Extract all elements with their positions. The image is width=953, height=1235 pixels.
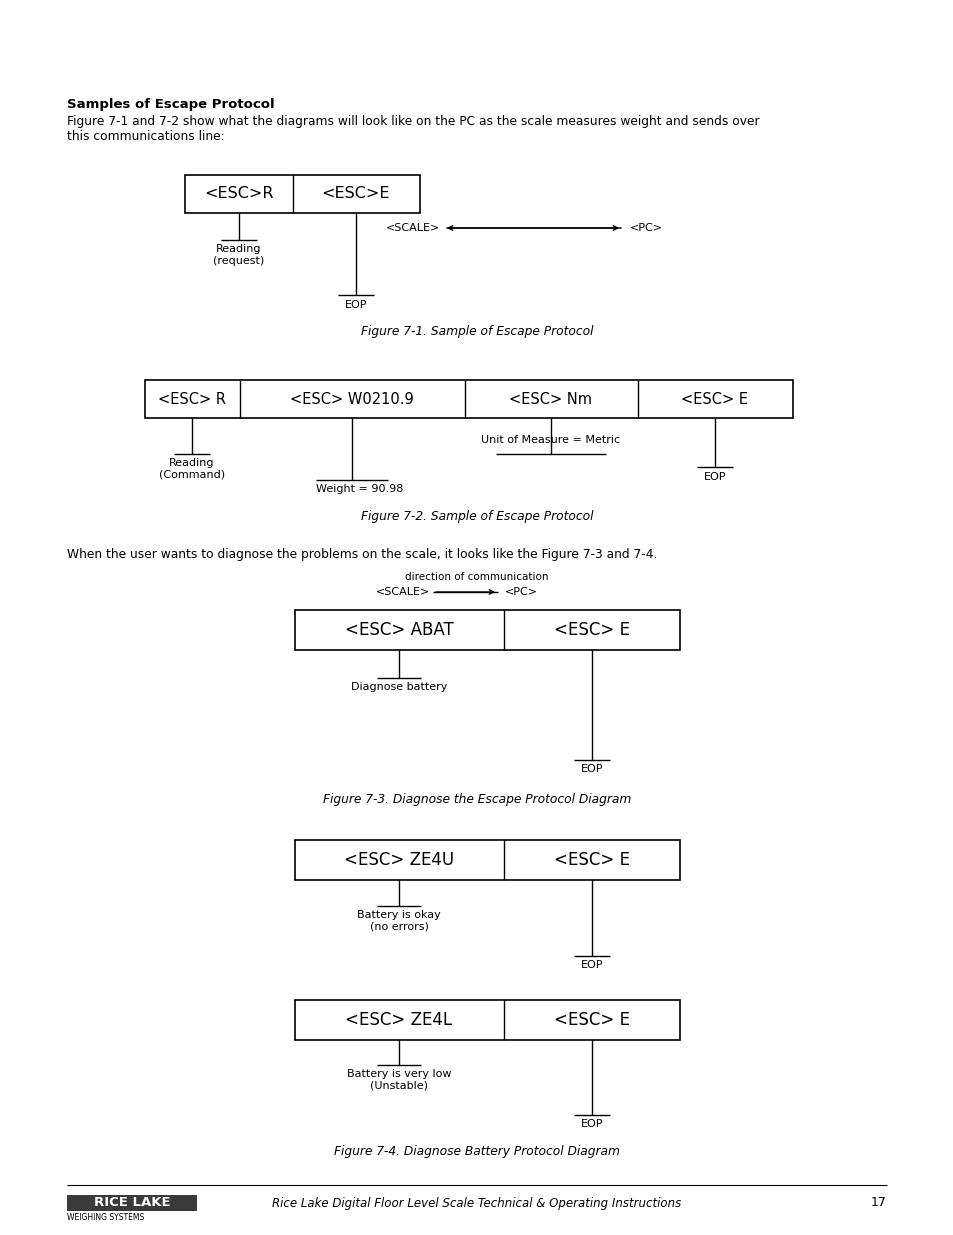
- Text: EOP: EOP: [344, 300, 367, 310]
- Text: WEIGHING SYSTEMS: WEIGHING SYSTEMS: [67, 1213, 144, 1221]
- Text: Figure 7-4. Diagnose Battery Protocol Diagram: Figure 7-4. Diagnose Battery Protocol Di…: [334, 1145, 619, 1158]
- Bar: [294, 840, 679, 881]
- Text: <SCALE>: <SCALE>: [385, 224, 439, 233]
- Bar: [294, 610, 679, 650]
- Bar: [185, 175, 419, 212]
- Text: EOP: EOP: [703, 472, 725, 482]
- Text: Battery is okay
(no errors): Battery is okay (no errors): [356, 910, 440, 931]
- Bar: [67, 1195, 196, 1212]
- Text: Reading
(Command): Reading (Command): [159, 458, 225, 479]
- Text: Figure 7-3. Diagnose the Escape Protocol Diagram: Figure 7-3. Diagnose the Escape Protocol…: [322, 793, 631, 806]
- Text: direction of communication: direction of communication: [405, 572, 548, 582]
- Text: <ESC> E: <ESC> E: [554, 1011, 629, 1029]
- Text: <ESC> E: <ESC> E: [680, 391, 748, 406]
- Text: <ESC> ZE4U: <ESC> ZE4U: [344, 851, 454, 869]
- Text: <SCALE>: <SCALE>: [375, 587, 430, 597]
- Text: Diagnose battery: Diagnose battery: [351, 682, 447, 692]
- Text: Battery is very low
(Unstable): Battery is very low (Unstable): [346, 1070, 451, 1091]
- Text: <ESC>R: <ESC>R: [204, 186, 274, 201]
- Text: <ESC> Nm: <ESC> Nm: [509, 391, 592, 406]
- Bar: [145, 380, 792, 417]
- Text: Weight = 90.98: Weight = 90.98: [315, 484, 403, 494]
- Text: <ESC>E: <ESC>E: [321, 186, 390, 201]
- Text: EOP: EOP: [580, 1119, 602, 1129]
- Text: Figure 7-1 and 7-2 show what the diagrams will look like on the PC as the scale : Figure 7-1 and 7-2 show what the diagram…: [67, 115, 759, 143]
- Text: <ESC> ABAT: <ESC> ABAT: [344, 621, 453, 638]
- Text: Figure 7-2. Sample of Escape Protocol: Figure 7-2. Sample of Escape Protocol: [360, 510, 593, 522]
- Text: <ESC> R: <ESC> R: [158, 391, 226, 406]
- Text: 17: 17: [870, 1197, 886, 1209]
- Text: <PC>: <PC>: [629, 224, 662, 233]
- Text: Figure 7-1. Sample of Escape Protocol: Figure 7-1. Sample of Escape Protocol: [360, 325, 593, 338]
- Text: EOP: EOP: [580, 960, 602, 969]
- Text: <ESC> ZE4L: <ESC> ZE4L: [345, 1011, 452, 1029]
- Text: <ESC> E: <ESC> E: [554, 851, 629, 869]
- Text: Rice Lake Digital Floor Level Scale Technical & Operating Instructions: Rice Lake Digital Floor Level Scale Tech…: [273, 1197, 680, 1209]
- Text: Unit of Measure = Metric: Unit of Measure = Metric: [481, 435, 619, 445]
- Text: EOP: EOP: [580, 764, 602, 774]
- Text: <PC>: <PC>: [504, 587, 537, 597]
- Text: <ESC> W0210.9: <ESC> W0210.9: [290, 391, 414, 406]
- Text: Samples of Escape Protocol: Samples of Escape Protocol: [67, 98, 274, 111]
- Bar: [294, 1000, 679, 1040]
- Text: RICE LAKE: RICE LAKE: [93, 1197, 171, 1209]
- Text: Reading
(request): Reading (request): [213, 245, 264, 266]
- Text: <ESC> E: <ESC> E: [554, 621, 629, 638]
- Text: When the user wants to diagnose the problems on the scale, it looks like the Fig: When the user wants to diagnose the prob…: [67, 548, 657, 561]
